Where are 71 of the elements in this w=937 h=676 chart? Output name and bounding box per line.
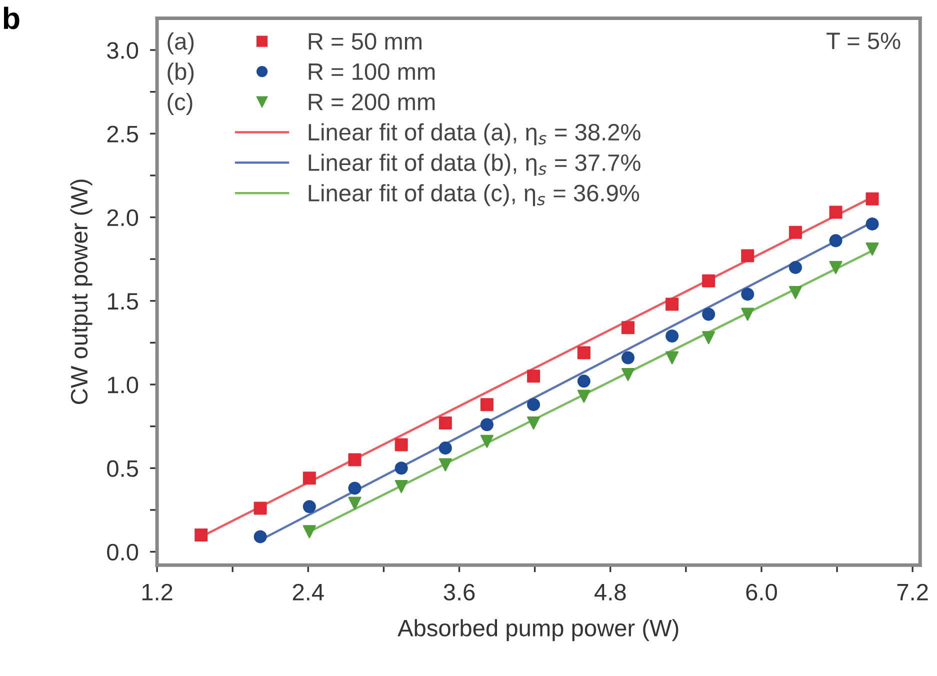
point — [302, 500, 316, 514]
annotation: (a) — [168, 32, 194, 54]
x-tick-label: 6.0 — [746, 584, 777, 601]
point — [194, 528, 208, 542]
y-axis-title: CW output power (W) — [70, 180, 92, 404]
point — [702, 308, 716, 321]
point — [577, 390, 590, 403]
point — [394, 438, 408, 452]
point — [527, 398, 540, 412]
point — [348, 453, 362, 466]
x-tick-label: 1.2 — [142, 584, 172, 600]
point — [438, 458, 452, 472]
point — [480, 434, 494, 448]
x-axis-title: Absorbed pump power (W) — [398, 619, 678, 642]
annotation: (b) — [168, 62, 194, 85]
point — [438, 442, 452, 455]
point — [741, 308, 754, 321]
point — [788, 286, 802, 300]
annotation: (c) — [168, 92, 192, 115]
y-tick-label: 3.0 — [107, 42, 138, 59]
point — [480, 398, 494, 412]
y-tick-label: 2.0 — [107, 209, 138, 226]
point — [788, 260, 802, 274]
point — [348, 496, 362, 510]
point — [527, 370, 540, 383]
x-tick-label: 3.6 — [444, 584, 475, 601]
point — [702, 274, 716, 288]
point — [577, 346, 590, 360]
point — [666, 330, 679, 343]
point — [866, 242, 879, 256]
point — [666, 298, 679, 311]
annotation: T = 5% — [826, 32, 900, 50]
legend-label: R = 50 mm — [308, 33, 422, 50]
legend-label: R = 100 mm — [308, 63, 435, 80]
x-tick-label: 7.2 — [897, 584, 928, 600]
point — [480, 418, 494, 432]
y-tick-label: 0.0 — [107, 544, 138, 561]
legend-label: Linear fit of data (c), η$_{s}$ = 36.9% — [308, 184, 640, 206]
y-tick-label: 0.5 — [107, 460, 138, 477]
y-tick-label: 1.5 — [108, 293, 138, 310]
y-tick-label: 1.0 — [108, 376, 138, 394]
point — [702, 331, 716, 344]
point — [438, 416, 452, 430]
point — [788, 226, 802, 239]
point — [741, 249, 754, 262]
point — [829, 234, 842, 248]
legend-label: Linear fit of data (b), η$_{s}$ = 37.7% — [308, 154, 640, 176]
point — [527, 416, 540, 430]
text: b — [4, 6, 20, 30]
legend-label: R = 200 mm — [308, 94, 435, 110]
point — [254, 502, 267, 515]
point — [866, 192, 879, 206]
point — [254, 530, 267, 544]
point — [394, 480, 408, 494]
point — [666, 351, 679, 364]
legend-label: Linear fit of data (a), η$_{s}$ = 38.2% — [308, 123, 640, 146]
x-tick-label: 4.8 — [594, 584, 626, 601]
point — [741, 288, 754, 301]
point — [348, 482, 362, 495]
point — [621, 351, 634, 364]
point — [577, 374, 590, 388]
point — [302, 525, 316, 538]
point — [621, 321, 634, 334]
point — [866, 217, 879, 230]
point — [829, 206, 842, 219]
point — [394, 462, 408, 475]
x-tick-label: 2.4 — [292, 584, 324, 600]
point — [302, 472, 316, 485]
y-tick-label: 2.5 — [107, 126, 138, 142]
point — [829, 260, 842, 274]
point — [621, 368, 634, 381]
